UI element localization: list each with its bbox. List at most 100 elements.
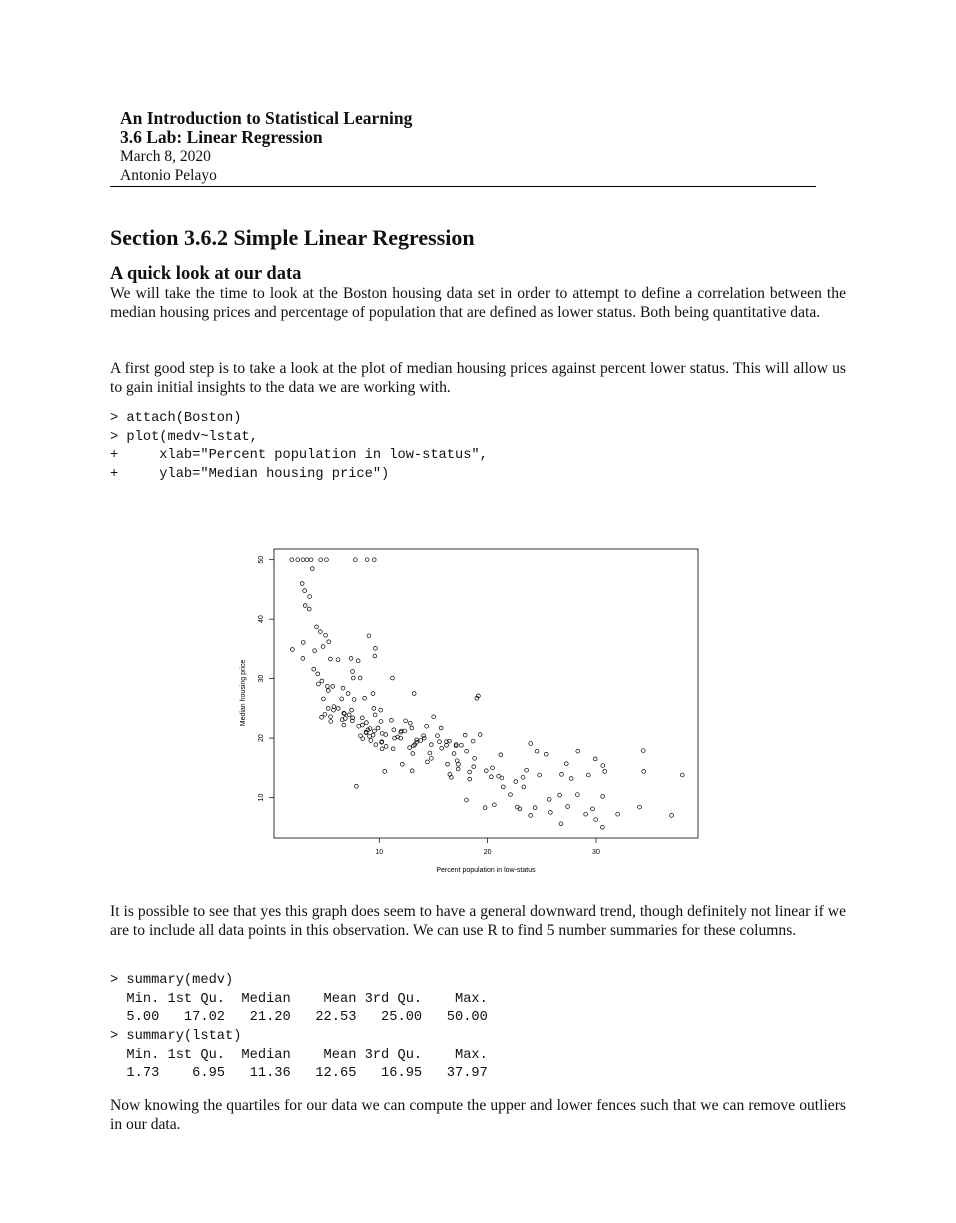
point <box>482 805 488 810</box>
point <box>602 769 607 774</box>
point <box>348 656 354 661</box>
point <box>355 658 361 664</box>
point <box>429 742 434 747</box>
point <box>575 792 580 797</box>
point <box>568 776 574 781</box>
point <box>316 681 321 687</box>
point <box>680 772 685 778</box>
point <box>399 728 404 734</box>
point <box>304 557 310 562</box>
paragraph: We will take the time to look at the Bos… <box>110 285 846 321</box>
point <box>365 727 371 733</box>
point <box>360 736 365 741</box>
point <box>391 727 397 733</box>
point <box>312 648 317 653</box>
point <box>373 646 378 651</box>
point <box>315 671 321 677</box>
doc-date: March 8, 2020 <box>120 148 211 165</box>
point <box>302 603 308 608</box>
point <box>353 557 358 562</box>
doc-title: An Introduction to Statistical Learning <box>120 108 413 128</box>
point <box>409 725 415 731</box>
point <box>414 740 419 745</box>
point <box>300 656 306 661</box>
point <box>467 769 472 775</box>
point <box>311 666 317 672</box>
point <box>421 733 426 738</box>
point <box>447 738 452 744</box>
code-line: > summary(medv) <box>110 973 234 988</box>
point <box>459 742 464 748</box>
point <box>300 557 306 562</box>
point <box>342 711 347 716</box>
point <box>367 726 373 731</box>
point <box>367 734 372 739</box>
y-tick-label: 40 <box>258 615 265 623</box>
point <box>375 725 381 731</box>
point <box>528 813 533 818</box>
point <box>467 776 473 782</box>
point <box>564 761 569 766</box>
point <box>470 738 476 744</box>
point <box>520 775 526 780</box>
point <box>364 720 369 725</box>
point <box>324 557 329 562</box>
point <box>322 712 328 717</box>
point <box>328 714 333 719</box>
point <box>445 762 450 767</box>
point <box>429 756 434 761</box>
point <box>499 775 505 781</box>
point <box>357 675 363 681</box>
point <box>439 745 444 751</box>
code-block: > summary(medv) Min. 1st Qu. Median Mean… <box>110 972 488 1084</box>
point <box>360 722 365 728</box>
point <box>339 717 345 722</box>
point <box>508 792 513 797</box>
point <box>501 784 506 790</box>
point <box>409 768 415 774</box>
point <box>325 684 330 689</box>
point <box>299 581 305 586</box>
code-line: > summary(lstat) <box>110 1029 242 1045</box>
y-tick-label: 50 <box>258 556 265 564</box>
point <box>456 762 461 767</box>
point <box>371 557 377 562</box>
point <box>379 739 385 744</box>
header-rule <box>110 186 816 187</box>
point <box>307 594 312 599</box>
x-tick-label: 20 <box>484 849 492 856</box>
point <box>543 751 549 757</box>
point <box>425 759 430 765</box>
point <box>498 752 504 757</box>
point <box>300 640 306 645</box>
point <box>390 746 396 752</box>
point <box>600 763 606 768</box>
point <box>557 792 562 798</box>
point <box>340 685 346 691</box>
point <box>408 720 413 726</box>
point <box>379 746 385 752</box>
point <box>378 707 383 713</box>
code-line: + xlab="Percent population in low-status… <box>110 448 488 464</box>
point <box>559 772 564 777</box>
point <box>373 742 379 747</box>
point <box>600 794 605 799</box>
point <box>341 710 347 716</box>
point <box>319 715 324 720</box>
point <box>323 632 328 638</box>
point <box>370 691 376 696</box>
point <box>350 669 355 674</box>
doc-subtitle: 3.6 Lab: Linear Regression <box>120 127 323 147</box>
point <box>290 647 295 652</box>
point <box>513 779 519 784</box>
point <box>350 718 355 724</box>
code-line: > plot(medv~lstat, <box>110 429 258 445</box>
point <box>382 769 387 774</box>
point <box>464 748 469 754</box>
point <box>537 772 542 778</box>
plot-frame <box>273 548 699 839</box>
point <box>392 735 397 741</box>
point <box>424 723 429 729</box>
point <box>335 706 341 711</box>
